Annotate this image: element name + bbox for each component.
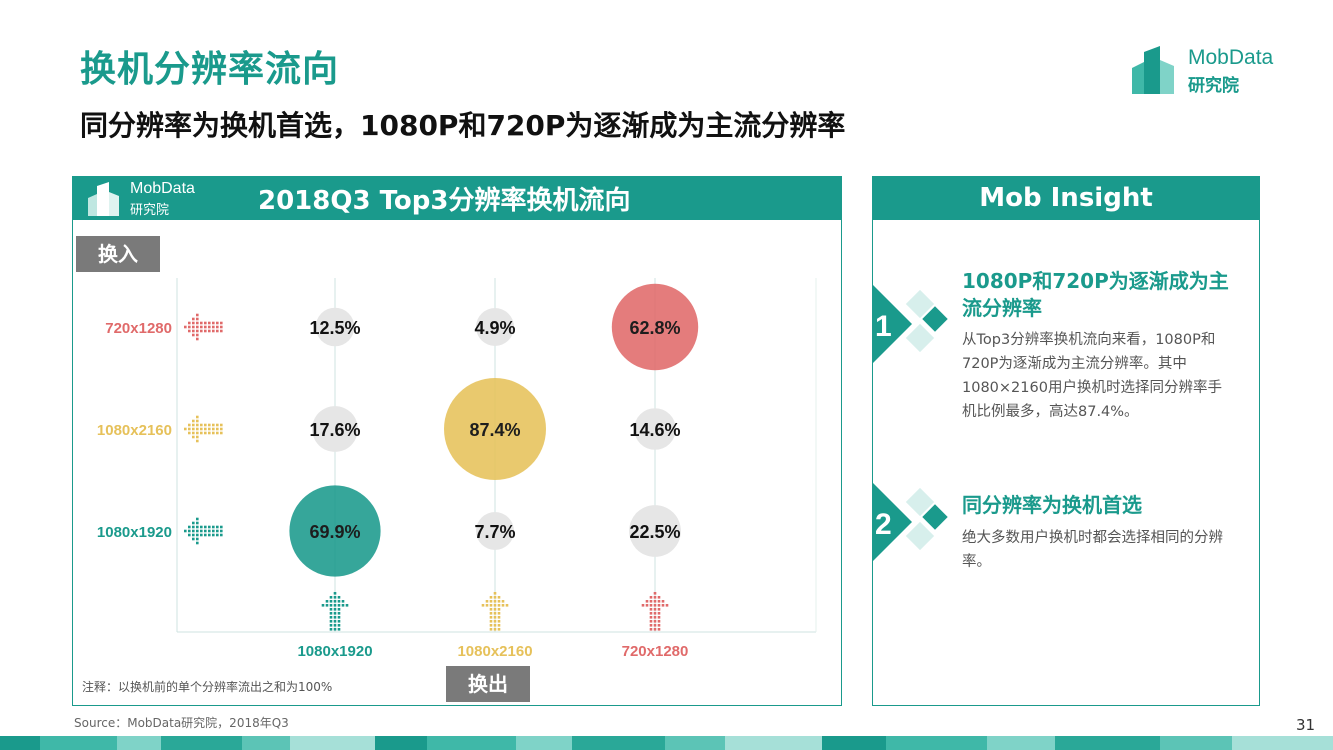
bubble-label: 14.6% (629, 420, 680, 440)
insight-1-number: 1 (875, 310, 892, 343)
bottom-bar-segment (822, 736, 886, 750)
bubble (312, 406, 358, 452)
logo-brand-sub: 研究院 (1188, 76, 1239, 96)
bubble-label: 22.5% (629, 522, 680, 542)
inflow-arrow-icon (184, 313, 223, 341)
mobdata-logo-icon (1132, 46, 1174, 94)
insight-2-body: 绝大多数用户换机时都会选择相同的分辨率。 (962, 530, 1223, 570)
insight-1-marker: 1 (872, 284, 948, 364)
insight-1-body: 从Top3分辨率换机流向来看，1080P和720P为逐渐成为主流分辨率。其中10… (962, 332, 1222, 420)
bottom-bar-segment (117, 736, 161, 750)
inflow-tag: 换入 (76, 236, 160, 272)
bubble (315, 307, 355, 347)
bubble (289, 485, 381, 577)
insight-2-marker: 2 (872, 482, 948, 562)
bubble-label: 62.8% (629, 318, 680, 338)
page-title: 换机分辨率流向 (80, 49, 340, 90)
bottom-bar-segment (427, 736, 516, 750)
bubble-label: 4.9% (474, 318, 515, 338)
bubble-chart: 12.5% 4.9% 62.8% 17.6% 87.4% 14.6% 69.9% 7.7% 22… (97, 278, 817, 660)
x-category-label: 1080x1920 (297, 643, 372, 660)
bubble (634, 408, 676, 450)
insight-2-number: 2 (875, 508, 892, 541)
page-subtitle: 同分辨率为换机首选，1080P和720P为逐渐成为主流分辨率 (80, 109, 846, 142)
bubble (444, 378, 546, 480)
y-category-label: 1080x2160 (97, 422, 172, 439)
bubble (629, 505, 681, 557)
insight-panel (872, 176, 1260, 706)
mobdata-logo: MobData 研究院 (1128, 44, 1298, 96)
outflow-tag: 换出 (446, 666, 530, 702)
bottom-bar-segment (725, 736, 822, 750)
bottom-bar-segment (1232, 736, 1333, 750)
logo-brand-name: MobData (1188, 46, 1274, 69)
chart-footnote: 注释：以换机前的单个分辨率流出之和为100% (82, 680, 333, 694)
bubble-label: 69.9% (309, 522, 360, 542)
insight-1-title: 1080P和720P为逐渐成为主流分辨率 (962, 269, 1229, 320)
x-category-label: 720x1280 (622, 643, 689, 660)
outflow-arrow-icon (641, 592, 669, 631)
bottom-bar-segment (242, 736, 290, 750)
bubble (611, 283, 699, 371)
bottom-bar-segment (290, 736, 375, 750)
bottom-bar-segment (40, 736, 117, 750)
bottom-bar-segment (161, 736, 242, 750)
y-category-label: 720x1280 (105, 320, 172, 337)
chart-title: 2018Q3 Top3分辨率换机流向 (258, 186, 631, 216)
bubble-label: 7.7% (474, 522, 515, 542)
bubble-label: 17.6% (309, 420, 360, 440)
insight-header: Mob Insight (872, 176, 1260, 220)
bubble (476, 308, 514, 346)
bottom-bar-segment (572, 736, 665, 750)
inflow-arrow-icon (184, 517, 223, 545)
insight-2-title: 同分辨率为换机首选 (962, 493, 1142, 517)
bubble (476, 512, 514, 550)
x-category-label: 1080x2160 (457, 643, 532, 660)
page-number: 31 (1296, 716, 1316, 734)
bottom-bar-segment (987, 736, 1055, 750)
chart-header: MobData 研究院 2018Q3 Top3分辨率换机流向 (72, 176, 842, 220)
bottom-bar-segment (375, 736, 427, 750)
mobdata-small-logo-icon (88, 182, 119, 216)
bottom-decor-bar (0, 736, 1333, 750)
bottom-bar-segment (1160, 736, 1232, 750)
outflow-arrow-icon (481, 592, 509, 631)
chart-logo-name: MobData (130, 180, 195, 197)
source-note: Source：MobData研究院，2018年Q3 (74, 716, 289, 730)
bubble-label: 87.4% (469, 420, 520, 440)
bottom-bar-segment (1055, 736, 1160, 750)
y-category-label: 1080x1920 (97, 524, 172, 541)
outflow-arrow-icon (321, 592, 349, 631)
bubble-label: 12.5% (309, 318, 360, 338)
inflow-arrow-icon (184, 415, 223, 443)
bottom-bar-segment (516, 736, 572, 750)
bottom-bar-segment (0, 736, 40, 750)
bottom-bar-segment (886, 736, 987, 750)
chart-logo-sub: 研究院 (130, 203, 170, 218)
bottom-bar-segment (665, 736, 725, 750)
